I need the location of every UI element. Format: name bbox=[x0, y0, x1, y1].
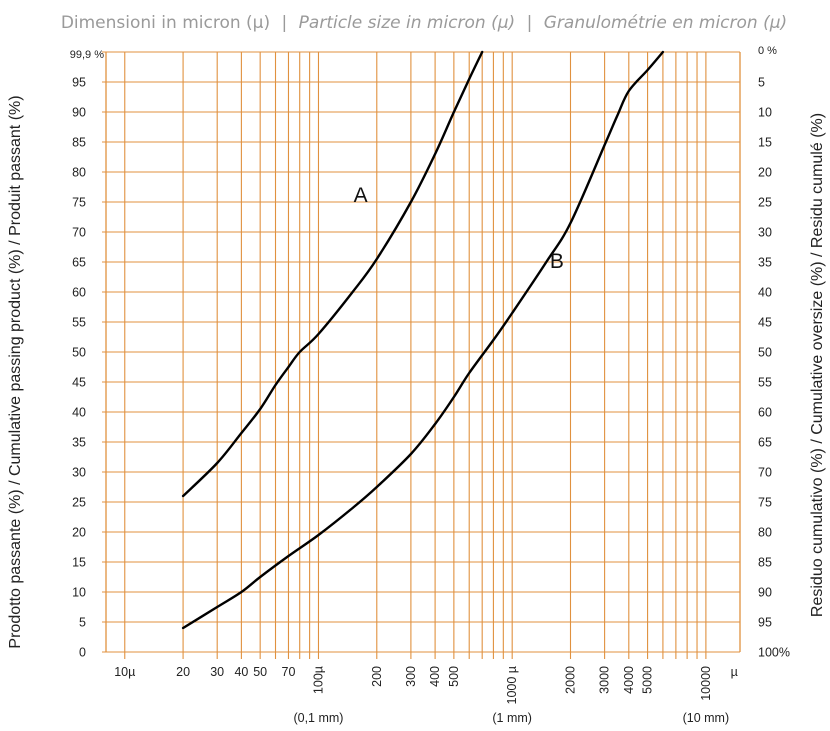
curve-label-a: A bbox=[354, 184, 368, 207]
left-tick-label: 5 bbox=[79, 616, 86, 630]
x-tick-label: 400 bbox=[428, 666, 442, 687]
right-tick-label: 100% bbox=[758, 646, 790, 660]
curve-label-b: B bbox=[550, 250, 564, 273]
title-italian: Dimensioni in micron (µ) bbox=[61, 13, 270, 33]
x-tick-label: 10000 bbox=[699, 666, 713, 701]
right-tick-label: 90 bbox=[758, 586, 772, 600]
left-tick-label: 15 bbox=[72, 556, 86, 570]
left-tick-label: 35 bbox=[72, 436, 86, 450]
title-french: Granulométrie en micron (µ) bbox=[544, 13, 787, 33]
x-tick-label: 1000 µ bbox=[505, 666, 519, 704]
left-tick-label: 90 bbox=[72, 106, 86, 120]
x-tick-label: 200 bbox=[370, 666, 384, 687]
x-axis-ticks: 10µ 20 30 40 50 70 100µ 200 300 400 500 1000 µ 2000 3… bbox=[114, 665, 738, 725]
left-tick-label: 65 bbox=[72, 256, 86, 270]
x-tick-label: µ bbox=[731, 665, 738, 679]
x-tick-label: 500 bbox=[447, 666, 461, 687]
x-tick-label: 30 bbox=[210, 665, 224, 679]
left-tick-label: 80 bbox=[72, 166, 86, 180]
right-tick-label: 50 bbox=[758, 346, 772, 360]
left-tick-label: 55 bbox=[72, 316, 86, 330]
title-english: Particle size in micron (µ) bbox=[299, 13, 516, 33]
x-tick-label: 300 bbox=[404, 666, 418, 687]
right-tick-label: 30 bbox=[758, 226, 772, 240]
right-tick-label: 75 bbox=[758, 496, 772, 510]
left-tick-label: 50 bbox=[72, 346, 86, 360]
right-tick-label: 55 bbox=[758, 376, 772, 390]
left-tick-label: 10 bbox=[72, 586, 86, 600]
right-tick-label: 70 bbox=[758, 466, 772, 480]
x-tick-label: 3000 bbox=[598, 666, 612, 694]
right-tick-label: 85 bbox=[758, 556, 772, 570]
x-tick-label: 70 bbox=[282, 665, 296, 679]
right-tick-label: 45 bbox=[758, 316, 772, 330]
left-tick-label: 30 bbox=[72, 466, 86, 480]
right-tick-label: 20 bbox=[758, 166, 772, 180]
left-tick-label: 75 bbox=[72, 196, 86, 210]
right-tick-label: 10 bbox=[758, 106, 772, 120]
x-unit-note: (1 mm) bbox=[492, 711, 532, 725]
x-tick-label: 4000 bbox=[622, 666, 636, 694]
left-tick-label: 99,9 % bbox=[70, 49, 104, 61]
right-tick-label: 35 bbox=[758, 256, 772, 270]
x-unit-note: (0,1 mm) bbox=[293, 711, 343, 725]
title-separator: | bbox=[282, 13, 288, 33]
x-tick-label: 10µ bbox=[114, 665, 135, 679]
right-tick-label: 80 bbox=[758, 526, 772, 540]
left-tick-label: 25 bbox=[72, 496, 86, 510]
left-tick-label: 45 bbox=[72, 376, 86, 390]
left-axis-ticks: 99,9 %9590858075706560555045403530252015… bbox=[70, 49, 104, 660]
x-unit-note: (10 mm) bbox=[683, 711, 730, 725]
right-tick-label: 5 bbox=[758, 76, 765, 90]
left-tick-label: 60 bbox=[72, 286, 86, 300]
left-tick-label: 85 bbox=[72, 136, 86, 150]
left-axis-label: Prodotto passante (%) / Cumulative passi… bbox=[7, 95, 24, 648]
x-tick-label: 5000 bbox=[641, 666, 655, 694]
right-tick-label: 25 bbox=[758, 196, 772, 210]
right-tick-label: 15 bbox=[758, 136, 772, 150]
x-tick-label: 20 bbox=[176, 665, 190, 679]
x-tick-label: 2000 bbox=[563, 666, 577, 694]
left-tick-label: 20 bbox=[72, 526, 86, 540]
x-tick-label: 100µ bbox=[311, 666, 325, 694]
right-tick-label: 65 bbox=[758, 436, 772, 450]
curves: AB bbox=[181, 50, 665, 630]
grid bbox=[102, 51, 741, 659]
right-tick-label: 40 bbox=[758, 286, 772, 300]
left-tick-label: 95 bbox=[72, 76, 86, 90]
left-tick-label: 70 bbox=[72, 226, 86, 240]
left-tick-label: 40 bbox=[72, 406, 86, 420]
x-tick-label: 40 bbox=[234, 665, 248, 679]
title-separator: | bbox=[527, 13, 533, 33]
curve-a bbox=[181, 50, 484, 498]
right-axis-label: Residuo cumulativo (%) / Cumulative over… bbox=[809, 113, 826, 617]
right-tick-label: 60 bbox=[758, 406, 772, 420]
right-tick-label: 0 % bbox=[758, 45, 777, 57]
chart-title: Dimensioni in micron (µ) | Particle size… bbox=[61, 13, 787, 33]
x-tick-label: 50 bbox=[253, 665, 267, 679]
curve-b bbox=[181, 50, 665, 630]
right-axis-ticks: 0 % 5 10 15 20 25 30 35 40 45 50 55 60 65 70 75 80 85 90 95… bbox=[758, 45, 790, 660]
left-tick-label: 0 bbox=[79, 646, 86, 660]
right-tick-label: 95 bbox=[758, 616, 772, 630]
